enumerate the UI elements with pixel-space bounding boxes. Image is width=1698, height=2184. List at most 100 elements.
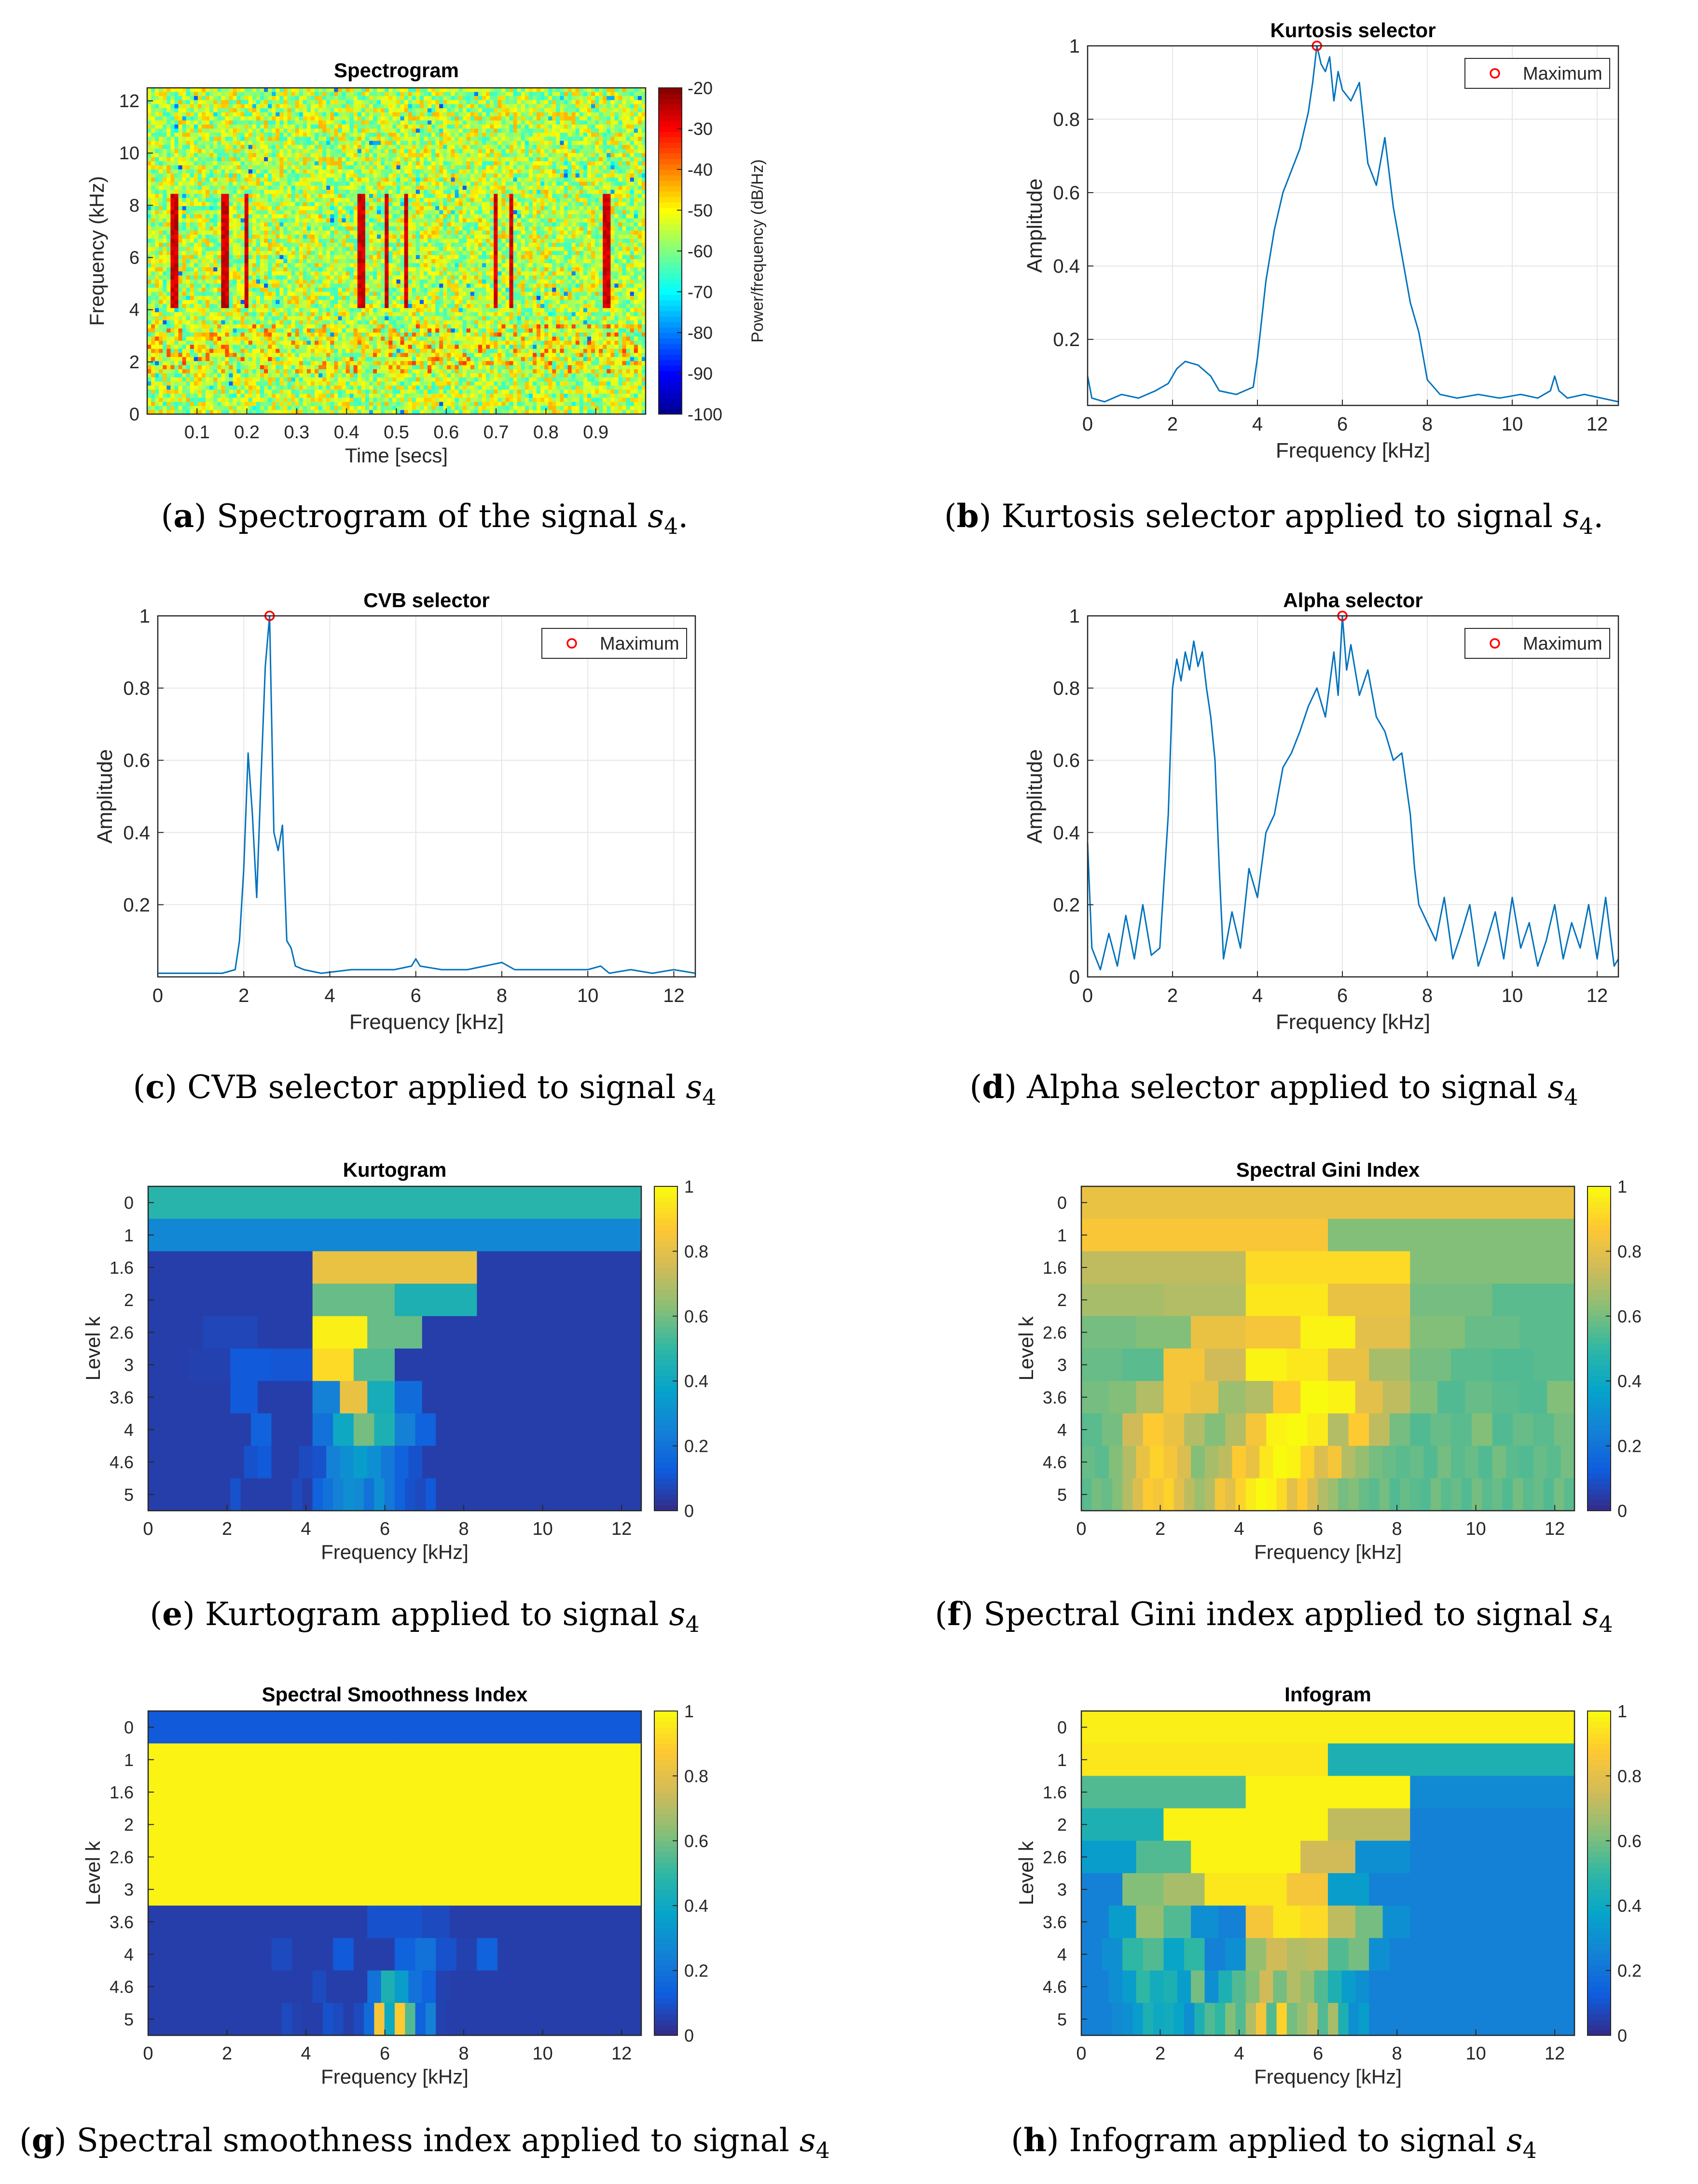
spectrogram-cell <box>240 361 245 366</box>
spectrogram-cell <box>197 324 202 329</box>
spectrogram-cell <box>373 169 377 174</box>
spectrogram-cell <box>221 263 226 268</box>
spectrogram-cell <box>240 214 245 219</box>
spectrogram-cell <box>260 263 264 268</box>
spectrogram-cell <box>318 353 323 358</box>
spectrogram-cell <box>201 169 206 174</box>
spectrogram-cell <box>373 406 377 411</box>
spectrogram-cell <box>361 410 366 415</box>
spectrogram-cell <box>377 398 381 403</box>
spectrogram-cell <box>225 226 230 231</box>
spectrogram-cell <box>229 206 234 211</box>
spectrogram-cell <box>361 165 366 170</box>
spectrogram-cell <box>365 324 370 329</box>
spectrogram-cell <box>163 251 167 256</box>
spectrogram-cell <box>291 328 296 333</box>
spectrogram-cell <box>373 153 377 158</box>
spectrogram-cell <box>330 406 335 411</box>
spectrogram-cell <box>252 185 257 190</box>
spectrogram-cell <box>318 157 323 162</box>
spectrogram-cell <box>193 96 198 101</box>
spectrogram-cell <box>279 125 284 129</box>
spectrogram-cell <box>385 169 389 174</box>
spectrogram-cell <box>295 222 300 227</box>
spectrogram-cell <box>190 304 194 308</box>
spectrogram-cell <box>225 104 230 109</box>
spectrogram-cell <box>388 214 393 219</box>
spectrogram-cell <box>388 157 393 162</box>
spectrogram-cell <box>159 145 163 150</box>
spectrogram-cell <box>159 251 163 256</box>
spectrogram-cell <box>385 336 389 341</box>
spectrogram-cell <box>217 328 222 333</box>
spectrogram-cell <box>306 259 311 264</box>
spectrogram-cell <box>174 300 179 305</box>
spectrogram-cell <box>334 153 339 158</box>
spectrogram-cell <box>322 149 327 153</box>
spectrogram-cell <box>174 385 179 390</box>
spectrogram-cell <box>310 235 315 239</box>
spectrogram-cell <box>318 202 323 207</box>
spectrogram-cell <box>159 373 163 378</box>
spectrogram-cell <box>365 288 370 292</box>
spectrogram-cell <box>186 288 191 292</box>
spectrogram-cell <box>338 226 343 231</box>
spectrogram-cell <box>283 222 288 227</box>
spectrogram-cell <box>182 218 187 223</box>
spectrogram-cell <box>322 336 327 341</box>
spectrogram-cell <box>322 385 327 390</box>
spectrogram-cell <box>256 108 261 113</box>
spectrogram-cell <box>233 345 237 349</box>
spectrogram-cell <box>276 214 280 219</box>
spectrogram-cell <box>345 336 350 341</box>
spectrogram-cell <box>287 410 292 415</box>
spectrogram-cell <box>299 120 304 125</box>
spectrogram-cell <box>268 132 272 138</box>
spectrogram-cell <box>365 214 370 219</box>
spectrogram-cell <box>318 173 323 178</box>
spectrogram-cell <box>209 402 214 406</box>
spectrogram-cell <box>322 333 327 337</box>
spectrogram-cell <box>201 230 206 235</box>
spectrogram-cell <box>233 259 237 264</box>
spectrogram-cell <box>322 406 327 411</box>
spectrogram-cell <box>197 128 202 133</box>
spectrogram-cell <box>276 116 280 121</box>
spectrogram-cell <box>303 308 307 313</box>
spectrogram-cell <box>315 100 319 105</box>
spectrogram-cell <box>209 206 214 211</box>
spectrogram-cell <box>252 169 257 174</box>
spectrogram-cell <box>163 210 167 215</box>
spectrogram-cell <box>159 112 163 117</box>
spectrogram-cell <box>248 108 253 113</box>
spectrogram-cell <box>303 177 307 182</box>
spectrogram-cell <box>217 263 222 268</box>
spectrogram-cell <box>225 288 230 292</box>
spectrogram-cell <box>272 393 276 398</box>
spectrogram-cell <box>213 185 218 190</box>
spectrogram-cell <box>268 295 272 301</box>
spectrogram-cell <box>260 177 264 182</box>
spectrogram-cell <box>190 235 194 239</box>
spectrogram-cell <box>279 263 284 268</box>
spectrogram-cell <box>385 275 389 280</box>
spectrogram-cell <box>388 206 393 211</box>
spectrogram-cell <box>170 381 175 386</box>
spectrogram-cell <box>163 177 167 182</box>
spectrogram-cell <box>334 185 339 190</box>
spectrogram-cell <box>322 365 327 370</box>
spectrogram-cell <box>338 402 343 406</box>
spectrogram-cell <box>353 345 358 349</box>
spectrogram-cell <box>151 300 155 305</box>
spectrogram-cell <box>303 406 307 411</box>
spectrogram-cell <box>252 361 257 366</box>
spectrogram-cell <box>353 235 358 239</box>
spectrogram-cell <box>178 120 183 125</box>
spectrogram-cell <box>365 398 370 403</box>
spectrogram-cell <box>233 365 237 370</box>
spectrogram-cell <box>213 369 218 374</box>
spectrogram-cell <box>170 108 175 113</box>
spectrogram-cell <box>303 348 307 353</box>
spectrogram-cell <box>291 385 296 390</box>
spectrogram-cell <box>178 247 183 251</box>
